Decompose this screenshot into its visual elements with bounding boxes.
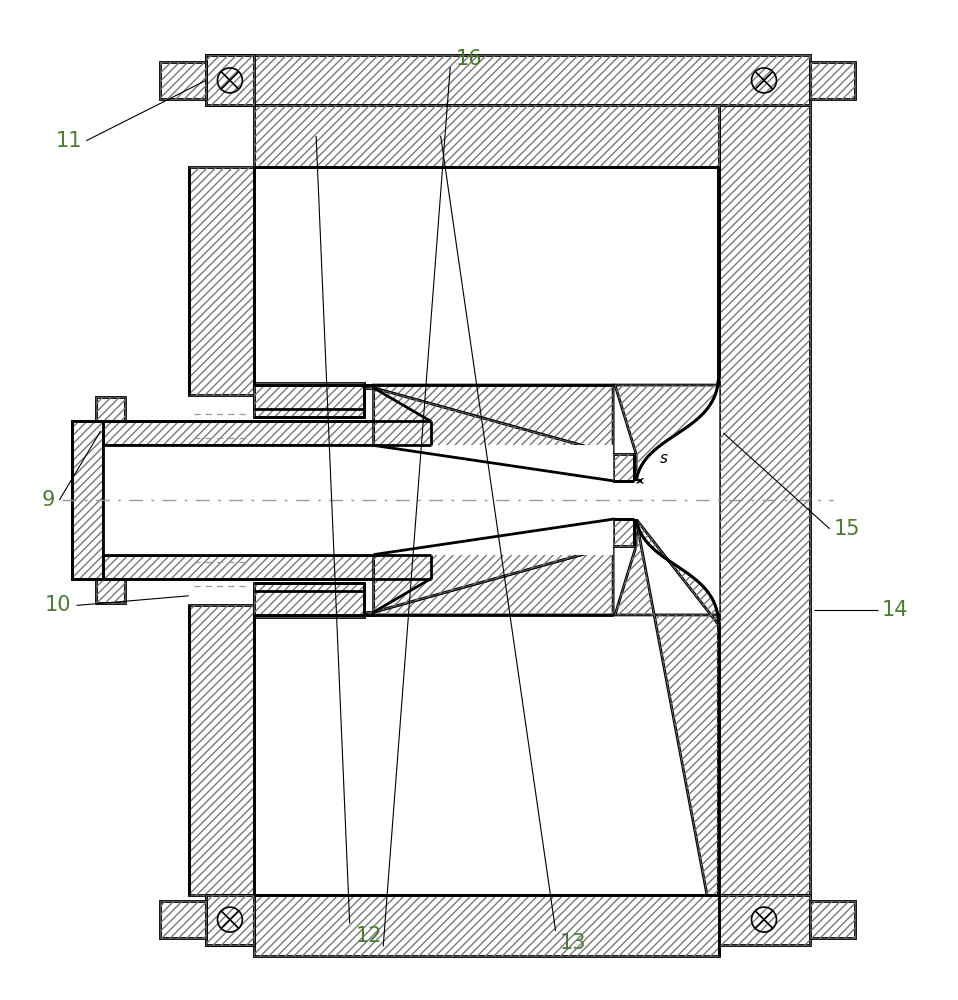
Polygon shape <box>206 895 254 945</box>
Polygon shape <box>718 105 810 895</box>
Polygon shape <box>254 612 374 615</box>
Bar <box>634 481 718 519</box>
Bar <box>103 445 431 555</box>
Text: 11: 11 <box>56 131 82 151</box>
Polygon shape <box>374 388 613 481</box>
Text: s: s <box>660 451 668 466</box>
Bar <box>103 445 431 555</box>
Text: 9: 9 <box>41 490 55 510</box>
Bar <box>254 615 613 895</box>
Polygon shape <box>254 105 718 167</box>
Polygon shape <box>374 445 613 555</box>
Polygon shape <box>72 555 431 579</box>
Polygon shape <box>810 901 855 938</box>
Text: 12: 12 <box>355 926 382 946</box>
Polygon shape <box>206 55 254 105</box>
Text: 13: 13 <box>559 933 586 953</box>
Polygon shape <box>254 895 718 956</box>
Polygon shape <box>254 583 364 617</box>
Polygon shape <box>96 579 125 603</box>
Polygon shape <box>160 901 206 938</box>
Polygon shape <box>374 385 613 454</box>
Polygon shape <box>72 421 103 579</box>
Polygon shape <box>206 895 810 945</box>
Text: 10: 10 <box>44 595 71 615</box>
Polygon shape <box>254 385 374 388</box>
Polygon shape <box>189 591 364 895</box>
Polygon shape <box>96 397 125 421</box>
Polygon shape <box>160 62 206 99</box>
Polygon shape <box>613 519 634 546</box>
Polygon shape <box>206 55 810 105</box>
Polygon shape <box>615 519 718 956</box>
Text: 14: 14 <box>881 600 908 620</box>
Polygon shape <box>72 421 431 445</box>
Bar <box>374 445 613 555</box>
Bar <box>254 167 613 385</box>
Polygon shape <box>374 546 613 615</box>
Text: 15: 15 <box>833 519 860 539</box>
Polygon shape <box>254 383 364 417</box>
Polygon shape <box>189 167 364 409</box>
Bar <box>254 167 718 895</box>
Polygon shape <box>615 167 718 481</box>
Polygon shape <box>374 519 613 612</box>
Text: 16: 16 <box>456 49 483 69</box>
Polygon shape <box>613 454 634 481</box>
Polygon shape <box>810 62 855 99</box>
